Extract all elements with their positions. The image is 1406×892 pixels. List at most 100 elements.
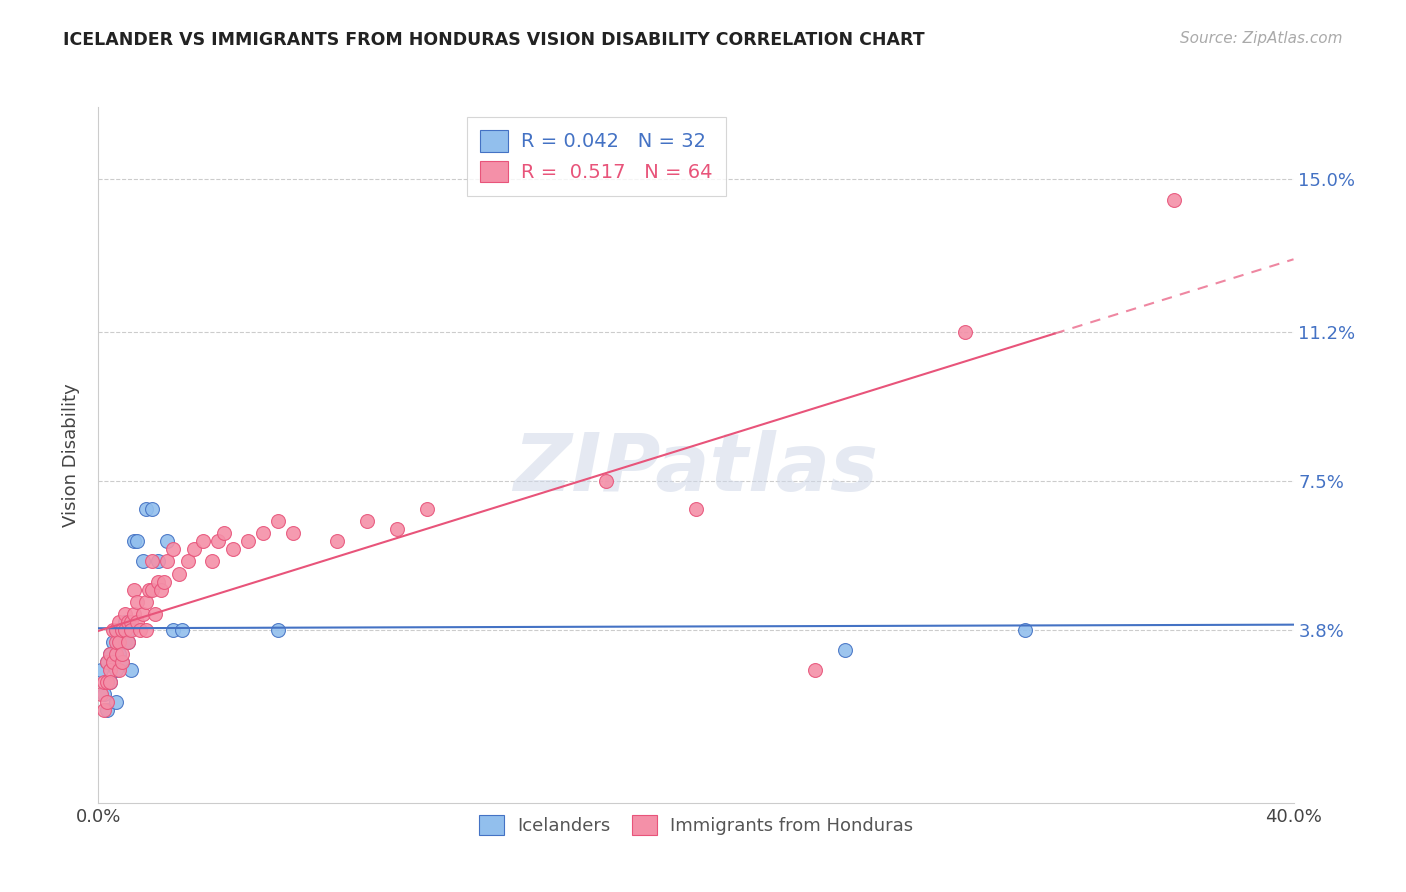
Point <box>96 703 118 717</box>
Point <box>148 554 170 568</box>
Point <box>172 623 194 637</box>
Point <box>1163 193 1185 207</box>
Point <box>105 623 128 637</box>
Point <box>105 663 128 677</box>
Point <box>98 647 122 661</box>
Point <box>183 542 205 557</box>
Point <box>105 635 128 649</box>
Point <box>98 675 122 690</box>
Point <box>127 595 149 609</box>
Point <box>138 582 160 597</box>
Point <box>120 623 142 637</box>
Point <box>212 526 235 541</box>
Point <box>108 615 131 629</box>
Point <box>135 595 157 609</box>
Point <box>222 542 245 557</box>
Point <box>120 615 142 629</box>
Point <box>129 623 152 637</box>
Point <box>595 474 617 488</box>
Point <box>93 675 115 690</box>
Point <box>114 635 136 649</box>
Point <box>96 655 118 669</box>
Point <box>117 635 139 649</box>
Point <box>132 554 155 568</box>
Point <box>111 623 134 637</box>
Point <box>103 623 125 637</box>
Point <box>132 607 155 621</box>
Point <box>103 655 125 669</box>
Point <box>111 655 134 669</box>
Point <box>156 534 179 549</box>
Point <box>150 582 173 597</box>
Point <box>120 663 142 677</box>
Point <box>114 623 136 637</box>
Point <box>103 655 125 669</box>
Point <box>96 655 118 669</box>
Point <box>96 695 118 709</box>
Point <box>141 554 163 568</box>
Point <box>356 514 378 528</box>
Point <box>98 647 122 661</box>
Point <box>267 623 290 637</box>
Point <box>98 663 122 677</box>
Point <box>207 534 229 549</box>
Text: ICELANDER VS IMMIGRANTS FROM HONDURAS VISION DISABILITY CORRELATION CHART: ICELANDER VS IMMIGRANTS FROM HONDURAS VI… <box>63 31 925 49</box>
Point <box>416 502 439 516</box>
Point <box>153 574 176 589</box>
Point <box>685 502 707 516</box>
Point <box>124 607 146 621</box>
Point <box>108 623 131 637</box>
Point <box>117 635 139 649</box>
Point <box>385 522 409 536</box>
Point <box>124 534 146 549</box>
Point <box>326 534 349 549</box>
Point <box>114 615 136 629</box>
Y-axis label: Vision Disability: Vision Disability <box>62 383 80 527</box>
Point <box>108 663 131 677</box>
Point <box>804 663 827 677</box>
Point <box>156 554 179 568</box>
Point <box>267 514 290 528</box>
Point <box>162 623 184 637</box>
Point <box>108 647 131 661</box>
Point <box>167 566 190 581</box>
Point <box>98 675 122 690</box>
Point <box>236 534 259 549</box>
Point <box>281 526 304 541</box>
Point <box>127 615 149 629</box>
Point <box>108 635 131 649</box>
Point <box>834 643 856 657</box>
Point <box>103 635 125 649</box>
Point <box>177 554 200 568</box>
Point <box>117 615 139 629</box>
Point <box>201 554 224 568</box>
Point <box>135 623 157 637</box>
Text: ZIPatlas: ZIPatlas <box>513 430 879 508</box>
Point <box>252 526 274 541</box>
Point <box>127 534 149 549</box>
Point <box>114 607 136 621</box>
Point <box>162 542 184 557</box>
Point <box>953 325 976 339</box>
Point <box>90 663 112 677</box>
Point <box>93 703 115 717</box>
Point <box>141 502 163 516</box>
Text: Source: ZipAtlas.com: Source: ZipAtlas.com <box>1180 31 1343 46</box>
Point <box>105 695 128 709</box>
Point <box>143 607 166 621</box>
Point <box>148 574 170 589</box>
Point <box>105 623 128 637</box>
Point <box>105 647 128 661</box>
Point <box>111 647 134 661</box>
Point <box>90 687 112 701</box>
Point <box>117 623 139 637</box>
Point <box>191 534 214 549</box>
Point <box>141 582 163 597</box>
Point <box>135 502 157 516</box>
Point <box>124 582 146 597</box>
Point <box>1014 623 1036 637</box>
Point <box>93 687 115 701</box>
Point <box>96 675 118 690</box>
Legend: Icelanders, Immigrants from Honduras: Icelanders, Immigrants from Honduras <box>472 808 920 842</box>
Point <box>111 655 134 669</box>
